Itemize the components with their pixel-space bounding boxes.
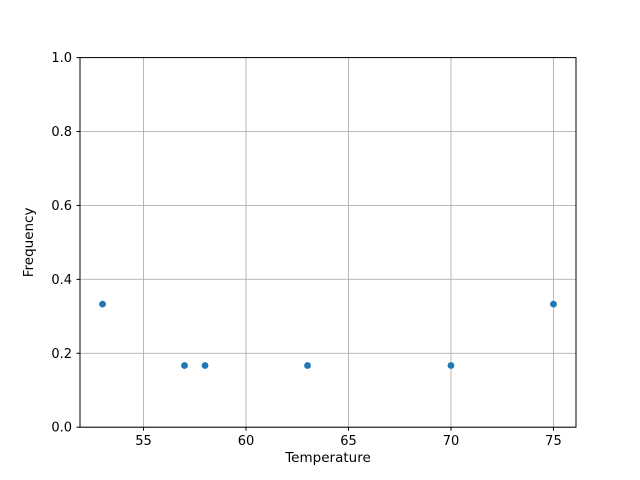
ticks-layer: 55 60 65 70 75 0.0 0.2 0.4 0.6 0.8 1.0	[51, 51, 561, 449]
data-point	[99, 300, 106, 308]
y-tick-label: 0.6	[51, 199, 72, 214]
x-axis-label: Temperature	[284, 450, 371, 466]
y-tick-label: 1.0	[51, 51, 72, 66]
plot-border	[79, 57, 577, 428]
x-tick-label: 70	[443, 434, 460, 449]
x-tick-label: 65	[340, 434, 357, 449]
data-point	[201, 362, 209, 369]
data-point	[550, 300, 557, 308]
data-point	[181, 362, 188, 369]
y-axis-label: Frequency	[21, 208, 37, 278]
x-tick-label: 75	[545, 434, 562, 449]
points-layer	[99, 300, 557, 369]
y-tick-label: 0.4	[51, 273, 72, 288]
data-point	[304, 362, 311, 369]
grid-layer	[80, 57, 576, 428]
x-tick-label: 60	[238, 434, 255, 449]
y-tick-label: 0.2	[51, 347, 72, 362]
y-tick-label: 0.0	[51, 421, 72, 436]
y-tick-label: 0.8	[51, 125, 72, 140]
x-tick-label: 55	[135, 434, 152, 449]
data-point	[447, 362, 455, 369]
